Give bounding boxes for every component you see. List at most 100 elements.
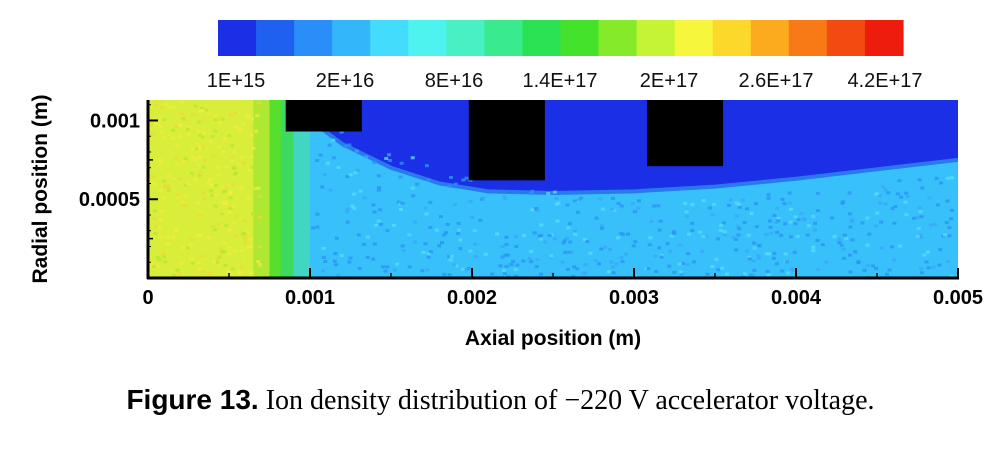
speckle [222, 137, 227, 141]
speckle [532, 231, 537, 235]
speckle [848, 225, 853, 229]
speckle [438, 215, 443, 219]
speckle [841, 256, 846, 260]
speckle [148, 235, 153, 239]
speckle [633, 240, 638, 244]
speckle [213, 228, 218, 232]
speckle [744, 207, 749, 211]
speckle [183, 194, 188, 198]
speckle [603, 245, 608, 249]
speckle [149, 123, 154, 127]
speckle [884, 272, 889, 276]
speckle [735, 224, 740, 228]
speckle [815, 209, 820, 213]
speckle [258, 263, 263, 267]
speckle [412, 240, 417, 244]
speckle [246, 115, 251, 119]
speckle [221, 186, 226, 190]
speckle [747, 255, 752, 259]
speckle [460, 267, 465, 271]
speckle [190, 113, 195, 117]
speckle [250, 133, 255, 137]
speckle [215, 257, 220, 261]
speckle [938, 248, 943, 252]
x-tick-label: 0.003 [609, 287, 659, 309]
speckle [495, 232, 500, 236]
speckle [707, 206, 712, 210]
speckle [199, 106, 204, 110]
speckle [919, 236, 924, 240]
speckle [598, 197, 603, 201]
speckle [466, 266, 471, 270]
speckle [883, 202, 888, 206]
speckle [423, 206, 428, 210]
speckle [567, 250, 572, 254]
speckle [220, 117, 225, 121]
speckle [216, 166, 221, 170]
speckle [619, 256, 624, 260]
speckle [529, 249, 534, 253]
speckle [752, 241, 757, 245]
speckle [320, 185, 325, 189]
speckle [198, 170, 203, 174]
speckle [230, 182, 235, 186]
speckle [472, 229, 477, 233]
speckle [377, 186, 382, 190]
speckle [926, 266, 931, 270]
colorbar-segment [674, 20, 714, 56]
transition-strip [269, 100, 281, 278]
speckle [428, 200, 433, 204]
colorbar-segment [636, 20, 676, 56]
speckle [657, 246, 662, 250]
speckle [213, 114, 218, 118]
speckle [311, 226, 316, 230]
speckle [227, 252, 232, 256]
x-tick-label: 0.004 [771, 287, 822, 309]
speckle [583, 271, 588, 275]
speckle [875, 211, 880, 215]
speckle [221, 150, 226, 154]
speckle [564, 236, 569, 240]
colorbar-segment [712, 20, 752, 56]
plot-area [148, 100, 958, 278]
speckle [949, 274, 954, 278]
colorbar-segment [750, 20, 790, 56]
y-axis-label: Radial position (m) [29, 95, 52, 284]
speckle [600, 224, 605, 228]
speckle [350, 204, 355, 208]
speckle [530, 208, 535, 212]
speckle [945, 176, 950, 180]
speckle [421, 250, 426, 254]
speckle [775, 206, 780, 210]
speckle [537, 234, 542, 238]
speckle [151, 175, 156, 179]
speckle [190, 237, 195, 241]
speckle [412, 220, 417, 224]
speckle [728, 198, 733, 202]
speckle [174, 156, 179, 160]
speckle [569, 250, 574, 254]
speckle [543, 240, 548, 244]
speckle [939, 181, 944, 185]
speckle [162, 118, 167, 122]
speckle [522, 234, 527, 238]
speckle [392, 223, 397, 227]
speckle [157, 258, 162, 262]
speckle [726, 203, 731, 207]
speckle [877, 194, 882, 198]
speckle [549, 254, 554, 258]
speckle [502, 268, 507, 272]
speckle [229, 159, 234, 163]
speckle [756, 254, 761, 258]
speckle [331, 156, 336, 160]
speckle [210, 183, 215, 187]
colorbar-label: 2.6E+17 [738, 70, 813, 92]
speckle [611, 271, 616, 275]
speckle [208, 189, 213, 193]
speckle [371, 257, 376, 261]
speckle [700, 249, 705, 253]
speckle [793, 222, 798, 226]
speckle [453, 182, 458, 186]
speckle [383, 269, 388, 273]
speckle [318, 153, 323, 157]
